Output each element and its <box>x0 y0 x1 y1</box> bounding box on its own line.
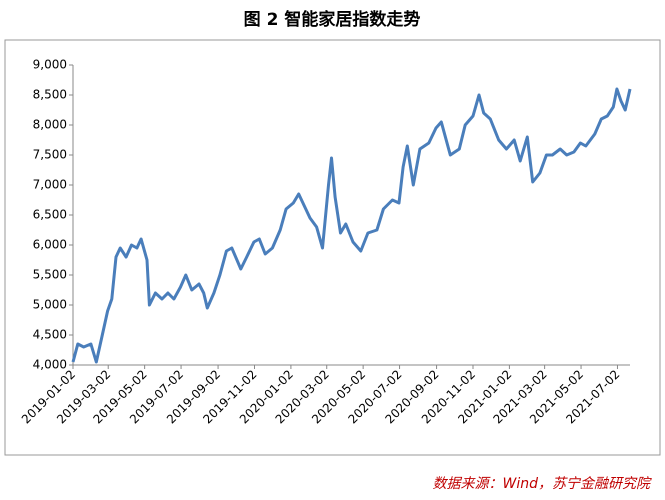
y-tick-label: 9,000 <box>33 58 67 72</box>
y-tick-label: 6,500 <box>33 208 67 222</box>
y-tick-label: 7,000 <box>33 178 67 192</box>
y-tick-label: 8,000 <box>33 118 67 132</box>
data-line <box>71 87 632 364</box>
y-tick-label: 5,000 <box>33 298 67 312</box>
y-tick-label: 5,500 <box>33 268 67 282</box>
chart-frame <box>4 39 661 456</box>
y-tick-label: 4,000 <box>33 358 67 372</box>
y-tick-label: 6,000 <box>33 238 67 252</box>
chart-title: 图 2 智能家居指数走势 <box>244 9 421 30</box>
source-note: 数据来源：Wind，苏宁金融研究院 <box>433 476 652 492</box>
y-tick-label: 7,500 <box>33 148 67 162</box>
y-tick-label: 4,500 <box>33 328 67 342</box>
y-tick-label: 8,500 <box>33 88 67 102</box>
